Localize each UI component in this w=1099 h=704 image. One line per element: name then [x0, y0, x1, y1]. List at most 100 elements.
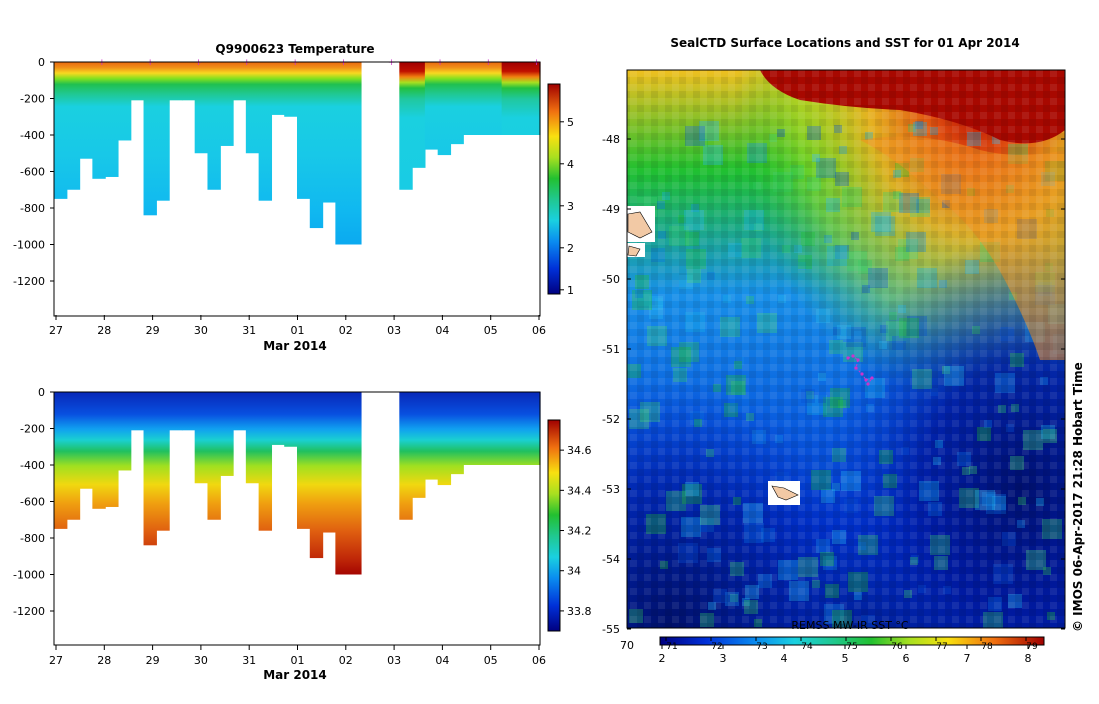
seal-location-point [864, 378, 868, 382]
time-tick-label: 29 [146, 654, 160, 667]
sst-fahrenheit-tick-label: 76 [891, 642, 903, 652]
temperature-profile-column [258, 62, 273, 201]
time-tick-label: 27 [49, 324, 63, 337]
salinity-profile-column [156, 392, 170, 531]
temperature-profile-column [450, 62, 464, 145]
latitude-tick-label: -55 [602, 623, 620, 636]
sst-celsius-tick-label: 8 [1025, 652, 1032, 665]
sst-source-label: REMSS MW-IR SST °C [791, 619, 909, 632]
seal-location-point [851, 354, 855, 358]
temperature-profile-column [245, 62, 260, 154]
time-tick-label: 04 [435, 654, 449, 667]
temperature-profile-column [105, 62, 119, 177]
temperature-profile-column [424, 62, 439, 150]
time-tick-label: 02 [339, 324, 353, 337]
depth-tick-label: -800 [20, 532, 45, 545]
temperature-profile-column [156, 62, 170, 201]
time-tick-label: 03 [387, 654, 401, 667]
temperature-profile-column [309, 62, 324, 229]
salinity-profile-column [514, 392, 528, 465]
time-tick-label: 27 [49, 654, 63, 667]
temperature-profile-column [117, 62, 132, 141]
sst-fahrenheit-tick-label: 72 [711, 642, 722, 652]
temperature-profile-column [169, 62, 183, 101]
time-tick-label: 05 [484, 324, 498, 337]
time-tick-label: 28 [97, 654, 111, 667]
sst-fahrenheit-tick-label: 78 [981, 642, 993, 652]
sst-colorbar-ticks: 2 3 4 5 6 7 871 72 73 74 75 76 77 78 79 [659, 637, 1038, 665]
sst-fahrenheit-tick-label: 79 [1026, 642, 1038, 652]
salinity-profile-column [66, 392, 81, 520]
time-tick-label: 01 [291, 324, 305, 337]
depth-tick-label: -600 [20, 166, 45, 179]
salinity-profile-column [309, 392, 324, 559]
colorbar-tick-label: 1 [567, 284, 574, 297]
depth-tick-label: -600 [20, 496, 45, 509]
profile-marker: + [195, 58, 203, 68]
colorbar-tick-label: 33.8 [567, 605, 592, 618]
salinity-profile-column [463, 392, 477, 465]
sst-celsius-tick-label: 3 [720, 652, 727, 665]
land-kerguelen-west [627, 206, 655, 257]
salinity-depth-axis: 0 -200 -400 -600 -800 -1000 -1200 [13, 386, 54, 618]
colorbar-tick-label: 34.6 [567, 444, 592, 457]
depth-tick-label: -200 [20, 423, 45, 436]
profile-marker: + [291, 58, 299, 68]
temperature-profile-column [233, 62, 247, 101]
time-tick-label: 05 [484, 654, 498, 667]
temperature-profile-column [297, 62, 311, 199]
temperature-profile-column [181, 62, 196, 101]
sst-fahrenheit-tick-label: 73 [756, 642, 767, 652]
salinity-colorbar [547, 419, 561, 632]
seal-ctd-surface-locations [846, 354, 874, 386]
temperature-profile-column [54, 62, 68, 199]
salinity-profile-column [501, 392, 516, 465]
sst-celsius-tick-label: 5 [842, 652, 849, 665]
salinity-profile-column [169, 392, 183, 431]
latitude-tick-label: -50 [602, 273, 620, 286]
temperature-profile-column [501, 62, 516, 135]
temperature-profile-column [527, 62, 541, 135]
salinity-profile-column [143, 392, 157, 546]
salinity-profile-column [527, 392, 541, 465]
sst-fahrenheit-tick-label: 75 [846, 642, 857, 652]
temperature-xlabel: Mar 2014 [263, 339, 327, 353]
time-tick-label: 06 [532, 654, 546, 667]
credit-text: © IMOS 06-Apr-2017 21:28 Hobart Time [1071, 362, 1085, 632]
depth-tick-label: 0 [38, 386, 45, 399]
salinity-profile-column [322, 392, 336, 533]
map-title: SealCTD Surface Locations and SST for 01… [670, 36, 1019, 50]
temperature-profile-column [143, 62, 157, 216]
salinity-profile-column [194, 392, 209, 484]
temperature-plot-title: Q9900623 Temperature [215, 42, 374, 56]
seal-location-point [854, 366, 858, 370]
sst-map: SealCTD Surface Locations and SST for 01… [602, 36, 1085, 665]
profile-location-markers: + + + + + + + + + + [98, 58, 540, 68]
profile-marker: + [485, 58, 493, 68]
profile-marker: + [98, 58, 106, 68]
time-tick-label: 04 [435, 324, 449, 337]
salinity-profile-column [54, 392, 68, 529]
salinity-colorbar-ticks: 34.6 34.4 34.2 34 33.8 [560, 444, 592, 618]
time-tick-label: 31 [242, 324, 256, 337]
salinity-profile-column [117, 392, 132, 471]
temperature-profile-column [284, 62, 298, 117]
depth-tick-label: -400 [20, 129, 45, 142]
salinity-profile-column [424, 392, 439, 480]
salinity-profile-column [284, 392, 298, 447]
temperature-profile-column [66, 62, 81, 190]
depth-tick-label: -400 [20, 459, 45, 472]
depth-tick-label: -1200 [13, 605, 45, 618]
sst-celsius-tick-label: 7 [964, 652, 971, 665]
sst-celsius-tick-label: 2 [659, 652, 666, 665]
profile-marker: + [340, 58, 348, 68]
sst-fahrenheit-tick-label: 77 [936, 642, 947, 652]
salinity-profile-column [437, 392, 452, 486]
time-tick-label: 30 [194, 654, 208, 667]
sst-fahrenheit-tick-label: 74 [801, 642, 813, 652]
seal-location-point [846, 356, 850, 360]
latitude-tick-label: -51 [602, 343, 620, 356]
temperature-profile-column [130, 62, 145, 101]
salinity-profile-column [399, 392, 413, 520]
depth-tick-label: -1200 [13, 275, 45, 288]
